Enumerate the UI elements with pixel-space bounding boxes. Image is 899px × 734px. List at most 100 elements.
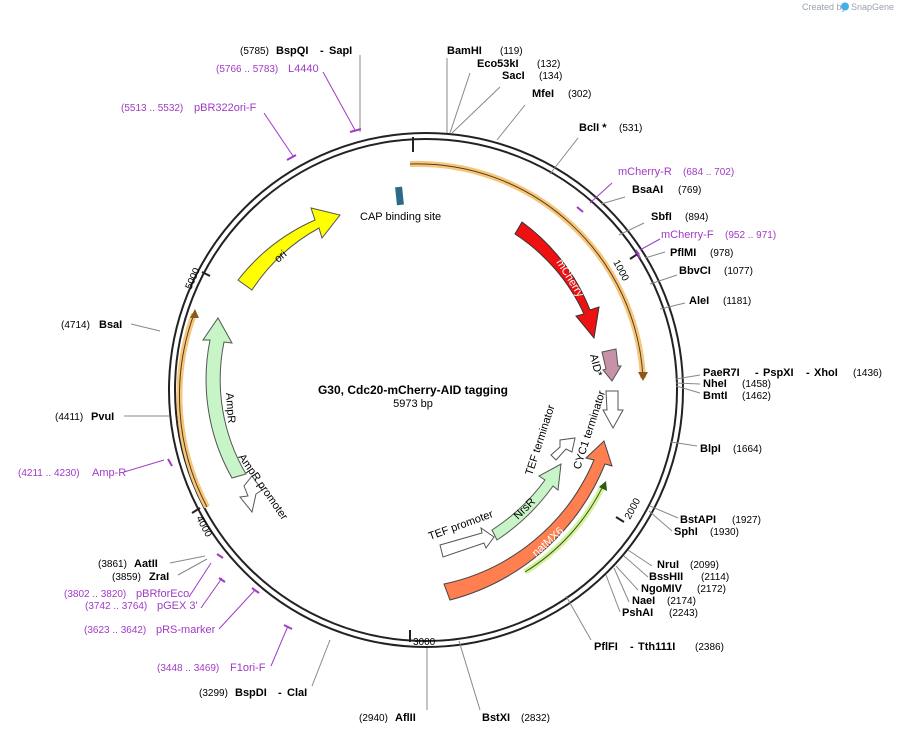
primer-name-mcherry-r[interactable]: mCherry-R <box>618 166 672 178</box>
enzyme-pos-bsaai: (769) <box>678 185 701 196</box>
leader-zrai <box>177 558 208 576</box>
leader-pgex <box>200 577 223 609</box>
enzyme-name-aatii[interactable]: AatII <box>134 558 158 570</box>
enzyme-name-pshai[interactable]: PshAI <box>622 607 653 619</box>
enzyme-name-mfei[interactable]: MfeI <box>532 88 554 100</box>
leader-pbrforeco <box>188 562 212 598</box>
leader-alei <box>659 302 686 310</box>
primer-name-pbrforeco[interactable]: pBRforEco <box>136 588 189 600</box>
primer-name-l4440[interactable]: L4440 <box>288 63 319 75</box>
enzyme-name-pspxi[interactable]: PspXI <box>763 367 794 379</box>
leader-paer7i <box>675 374 701 380</box>
primer-name-f1ori[interactable]: F1ori-F <box>230 662 266 674</box>
branding: Created by SnapGene <box>802 2 894 12</box>
mark-pbrforeco <box>216 553 224 559</box>
leader-bcli <box>549 137 579 175</box>
leader-bstxi <box>458 640 481 711</box>
enzyme-name-bspqi[interactable]: BspQI <box>276 45 308 57</box>
mark-l4440 <box>349 128 362 133</box>
enzyme-pos-bspqi: (5785) <box>240 46 269 57</box>
enzyme-name-bsshii[interactable]: BssHII <box>649 571 683 583</box>
leader-saci <box>451 86 501 134</box>
enzyme-pos-bstapi: (1927) <box>732 515 761 526</box>
feature-natmx6[interactable] <box>443 440 613 601</box>
enzyme-name-xhoi[interactable]: XhoI <box>814 367 838 379</box>
feature-ampr[interactable] <box>202 317 247 479</box>
enzyme-pos-pflfi: (2386) <box>695 642 724 653</box>
enzyme-name-bbvci[interactable]: BbvCI <box>679 265 711 277</box>
enzyme-name-sphi[interactable]: SphI <box>674 526 698 538</box>
enzyme-name-alei[interactable]: AleI <box>689 295 709 307</box>
enzyme-name-pflmi[interactable]: PflMI <box>670 247 696 259</box>
enzyme-name-nrui[interactable]: NruI <box>657 559 679 571</box>
enzyme-pos-bbvci: (1077) <box>724 266 753 277</box>
primer-name-pgex[interactable]: pGEX 3' <box>157 600 198 612</box>
primer-range-pgex: (3742 .. 3764) <box>85 601 147 612</box>
enzyme-name-aflii[interactable]: AflII <box>395 712 416 724</box>
leader-pbr322ori <box>263 112 294 157</box>
feature-label-aid: AID* <box>587 353 604 379</box>
leader-bstapi <box>649 505 679 519</box>
enzyme-name-bsai[interactable]: BsaI <box>99 319 122 331</box>
mark-mcherry-f <box>635 249 641 259</box>
enzyme-name-blpi[interactable]: BlpI <box>700 443 721 455</box>
enzyme-name-ngomiv[interactable]: NgoMIV <box>641 583 683 595</box>
enzyme-pos-bsshii: (2114) <box>701 572 729 583</box>
enzyme-pos-pshai: (2243) <box>669 608 698 619</box>
enzyme-labels: (5785) BspQI - SapI BamHI (119) Eco53kI … <box>55 45 882 724</box>
leader-f1ori <box>270 625 289 667</box>
enzyme-name-bspdi[interactable]: BspDI <box>235 687 267 699</box>
enzyme-name-bstxi[interactable]: BstXI <box>482 712 510 724</box>
feature-label-ampr: AmpR <box>223 392 237 423</box>
tick-4000 <box>191 507 201 514</box>
primer-name-pbr322ori[interactable]: pBR322ori-F <box>194 102 257 114</box>
feature-nrsr[interactable] <box>491 463 562 541</box>
leader-bspdi <box>311 639 331 687</box>
feature-mcherry[interactable] <box>514 221 600 340</box>
branding-prefix: Created by <box>802 2 847 12</box>
enzyme-name-sbfi[interactable]: SbfI <box>651 211 672 223</box>
enzyme-name-bmti[interactable]: BmtI <box>703 390 727 402</box>
feature-tef-promoter[interactable] <box>439 526 495 558</box>
primer-range-f1ori: (3448 .. 3469) <box>157 663 219 674</box>
enzyme-name-bamhi[interactable]: BamHI <box>447 45 482 57</box>
enzyme-pos-bcli: (531) <box>619 123 642 134</box>
primer-range-mcherry-r: (684 .. 702) <box>683 167 734 178</box>
feature-ampr-promoter[interactable] <box>239 475 263 514</box>
leader-bmti <box>675 385 701 394</box>
enzyme-name-bsaai[interactable]: BsaAI <box>632 184 663 196</box>
enzyme-name-clai[interactable]: ClaI <box>287 687 307 699</box>
enzyme-name-nhei[interactable]: NheI <box>703 378 727 390</box>
enzyme-name-pvui[interactable]: PvuI <box>91 411 114 423</box>
enzyme-name-sapi[interactable]: SapI <box>329 45 352 57</box>
primer-name-amp-r[interactable]: Amp-R <box>92 467 126 479</box>
enzyme-name-naei[interactable]: NaeI <box>632 595 655 607</box>
orf-halo-mcherry <box>409 160 646 379</box>
branding-name: SnapGene <box>851 2 894 12</box>
enzyme-pos-zrai: (3859) <box>112 572 141 583</box>
leader-sbfi <box>618 222 645 236</box>
feature-ori[interactable] <box>237 207 341 291</box>
primer-range-l4440: (5766 .. 5783) <box>216 64 278 75</box>
leader-bsshii <box>623 555 649 578</box>
leader-nhei <box>675 382 701 385</box>
feature-aid[interactable] <box>601 348 622 382</box>
enzyme-name-pflfi[interactable]: PflFI <box>594 641 618 653</box>
primer-name-mcherry-f[interactable]: mCherry-F <box>661 229 714 241</box>
enzyme-name-bcli[interactable]: BclI * <box>579 122 607 134</box>
mark-pbr322ori <box>286 154 297 161</box>
primer-name-prs[interactable]: pRS-marker <box>156 624 216 636</box>
feature-cap-binding-site[interactable] <box>395 186 404 206</box>
enzyme-pos-saci: (134) <box>539 71 562 82</box>
feature-tef-terminator[interactable] <box>550 437 576 461</box>
enzyme-name-zrai[interactable]: ZraI <box>149 571 169 583</box>
enzyme-name-tth111i[interactable]: Tth111I <box>638 641 675 653</box>
tick-label-3000: 3000 <box>413 637 436 648</box>
enzyme-name-eco53ki[interactable]: Eco53kI <box>477 58 519 70</box>
enzyme-name-bstapi[interactable]: BstAPI <box>680 514 716 526</box>
enzyme-name-saci[interactable]: SacI <box>502 70 525 82</box>
enzyme-name-paer7i[interactable]: PaeR7I <box>703 367 740 379</box>
plasmid-size: 5973 bp <box>393 398 433 410</box>
feature-cyc1-terminator[interactable] <box>602 390 624 430</box>
